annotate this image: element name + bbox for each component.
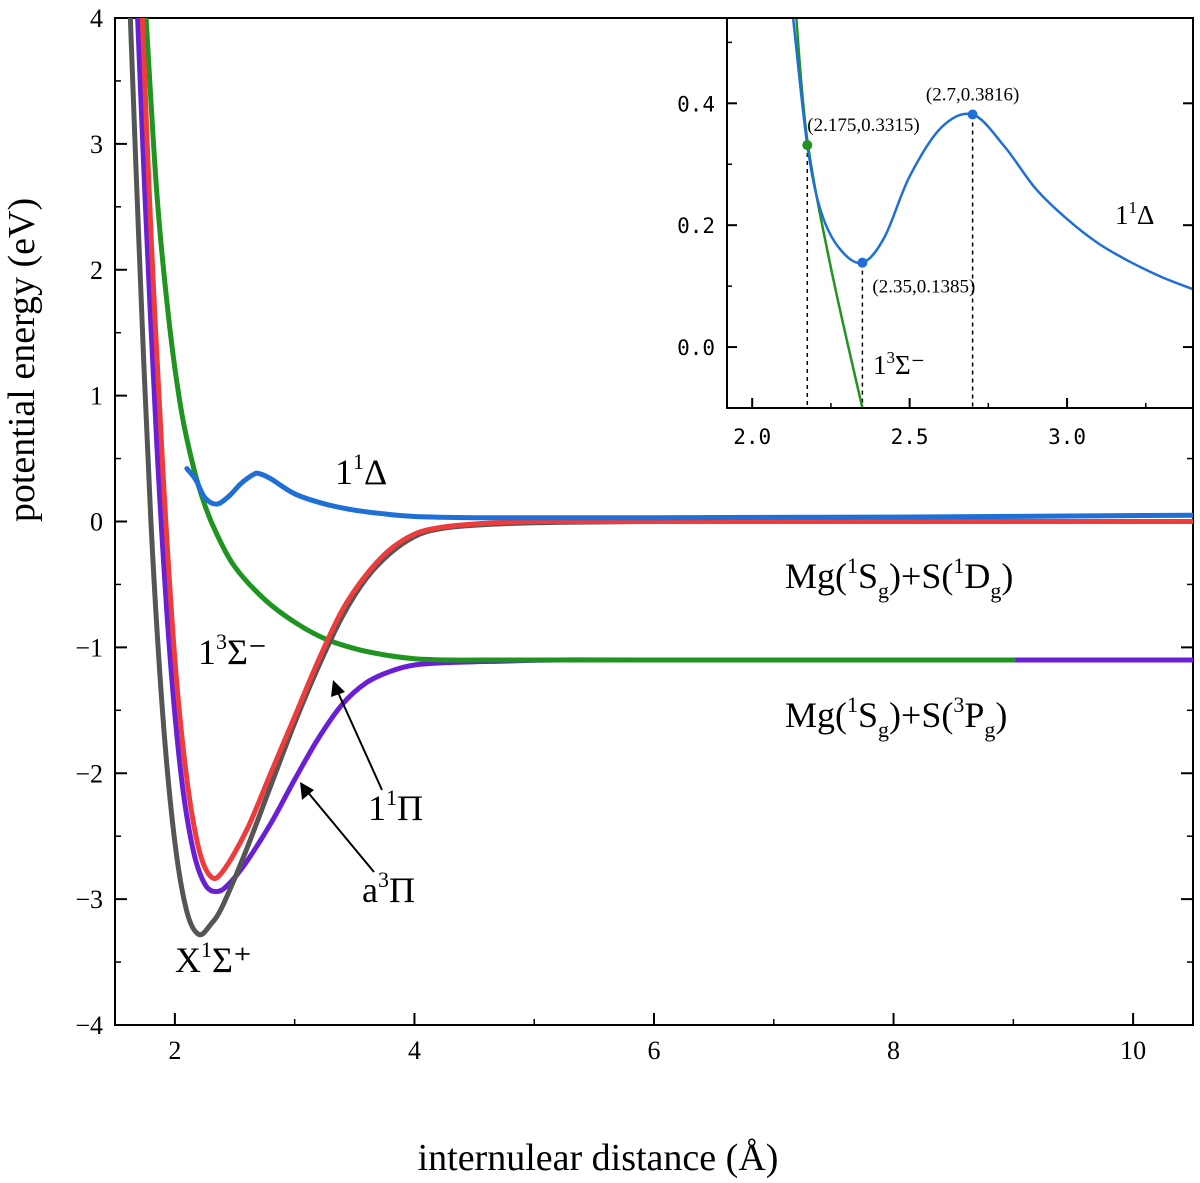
label-x-1-sigma-plus: X1Σ⁺: [175, 937, 252, 980]
y-tick-label: −4: [75, 1011, 103, 1040]
x-tick-label: 6: [648, 1036, 661, 1065]
label-1-1-delta: 11Δ: [335, 449, 387, 492]
inset-label-1-3-sigma-minus: 13Σ⁻: [873, 348, 925, 380]
x-tick-label: 10: [1120, 1036, 1146, 1065]
inset-y-tick-label: 0.2: [677, 214, 715, 238]
main-series-line: [143, 18, 1016, 663]
x-tick-label: 2: [168, 1036, 181, 1065]
y-tick-label: 1: [90, 382, 103, 411]
inset-point-label: (2.7,0.3816): [926, 85, 1019, 106]
y-tick-label: 0: [90, 508, 103, 537]
x-tick-label: 4: [408, 1036, 421, 1065]
main-curves: [127, 18, 1193, 938]
y-tick-label: −3: [75, 885, 103, 914]
inset-point-label: (2.175,0.3315): [807, 115, 919, 136]
label-1-3-sigma-minus: 13Σ⁻: [198, 629, 267, 672]
inset-point-label: (2.35,0.1385): [872, 277, 975, 298]
inset-series-line: [791, 18, 1193, 291]
inset-background: [727, 18, 1193, 408]
inset-frame: [726, 17, 1194, 409]
inset-x-tick-label: 3.0: [1048, 425, 1086, 449]
arrow-1-1-pi: [331, 680, 383, 791]
main-series-line: [139, 18, 1193, 882]
inset-point: [802, 140, 813, 151]
inset-label-1-1-delta: 11Δ: [1115, 198, 1154, 230]
x-tick-label: 8: [887, 1036, 900, 1065]
inset-axes: 2.0 2.5 3.0 0.0 0.2 0.4: [677, 41, 1193, 449]
inset-y-tick-label: 0.0: [677, 336, 715, 360]
y-tick-label: −2: [75, 759, 103, 788]
label-a-3-pi: a3Π: [362, 867, 415, 910]
inset-y-tick-label: 0.4: [677, 92, 715, 116]
y-tick-label: 4: [90, 4, 103, 33]
y-axis-title: potential energy (eV): [1, 198, 43, 522]
main-series-line: [184, 466, 1193, 521]
inset-x-tick-label: 2.0: [733, 425, 771, 449]
asymptote-lower-label: Mg(1Sg)+S(3Pg): [785, 692, 1007, 742]
y-tick-label: 2: [90, 256, 103, 285]
x-axis-title: internulear distance (Å): [418, 1137, 779, 1179]
y-tick-label: 3: [90, 130, 103, 159]
asymptote-upper-label: Mg(1Sg)+S(1Dg): [785, 553, 1013, 603]
label-1-1-pi: 11Π: [368, 785, 423, 828]
inset-point: [967, 109, 978, 120]
y-tick-label: −1: [75, 633, 103, 662]
main-axes: 2 4 6 8 10 −4 −3 −2 −1 0 1 2 3 4: [75, 4, 1193, 1065]
inset-point: [857, 257, 868, 268]
inset-x-tick-label: 2.5: [891, 425, 929, 449]
inset-curves: (2.175,0.3315) (2.35,0.1385) (2.7,0.3816): [791, 18, 1193, 408]
arrow-a-3-pi: [300, 782, 375, 873]
